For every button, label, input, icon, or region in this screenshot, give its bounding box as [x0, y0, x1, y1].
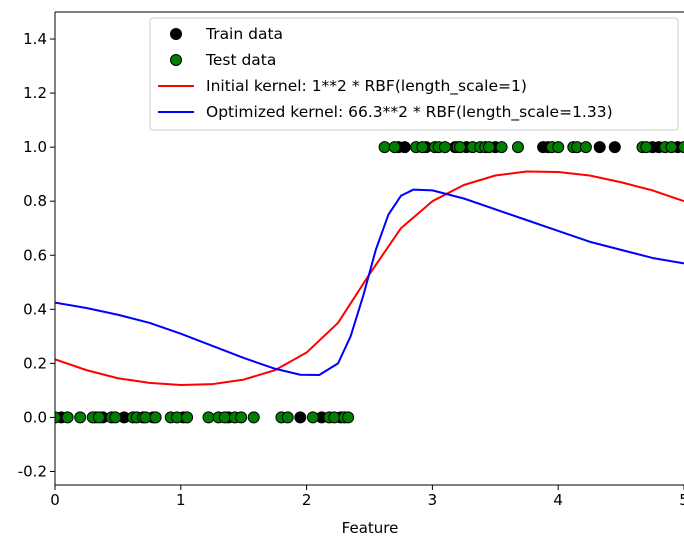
scatter-point-s2-28 — [342, 411, 355, 424]
y-tick-label-1: 0.0 — [23, 408, 47, 426]
x-tick-label-4: 4 — [553, 491, 563, 509]
series-line-2 — [55, 188, 684, 376]
legend-label-3: Initial kernel: 1**2 * RBF(length_scale=… — [206, 77, 527, 96]
y-tick-label-4: 0.6 — [23, 246, 47, 264]
scatter-point-s2-7 — [109, 411, 122, 424]
scatter-point-s2-45 — [552, 141, 565, 154]
axes: 0 1 2 3 4 5 -0.2 0.0 0.2 0.4 0.6 0.8 1.0 1.2 1.4 — [18, 11, 684, 509]
scatter-point-s2-5 — [93, 411, 106, 424]
scatter-point-s2-20 — [235, 411, 248, 424]
scatter-point-s2-14 — [171, 411, 184, 424]
scatter-point-s1-19 — [593, 141, 606, 154]
x-tick-label-3: 3 — [428, 491, 438, 509]
legend-marker-1 — [170, 28, 182, 40]
scatter-point-s2-12 — [149, 411, 162, 424]
scatter-point-s2-50 — [640, 141, 653, 154]
scatter-point-s2-41 — [483, 141, 496, 154]
scatter-point-s1-12 — [398, 141, 411, 154]
scatter-point-s2-35 — [438, 141, 451, 154]
scatter-point-s2-1 — [55, 411, 61, 424]
legend-marker-2 — [170, 54, 182, 66]
scatter-point-s2-42 — [495, 141, 508, 154]
scatter-point-s1-8 — [294, 411, 307, 424]
x-tick-label-0: 0 — [50, 491, 60, 509]
legend-label-4: Optimized kernel: 66.3**2 * RBF(length_s… — [206, 103, 613, 122]
x-tick-label-1: 1 — [176, 491, 186, 509]
scatter-point-s2-11 — [139, 411, 152, 424]
y-tick-label-5: 0.8 — [23, 192, 47, 210]
scatter-point-s2-37 — [454, 141, 467, 154]
scatter-point-s2-43 — [511, 141, 524, 154]
scatter-point-s2-52 — [665, 141, 678, 154]
legend: Train data Test data Initial kernel: 1**2 … — [149, 17, 679, 131]
scatter-point-s2-16 — [202, 411, 215, 424]
scatter-point-s2-53 — [678, 141, 684, 154]
series-line-1 — [55, 170, 684, 386]
scatter-point-s2-32 — [416, 141, 429, 154]
scatter-point-s1-20 — [608, 141, 621, 154]
scatter-point-s2-15 — [181, 411, 194, 424]
scatter-point-s2-48 — [579, 141, 592, 154]
x-tick-label-5: 5 — [679, 491, 684, 509]
scatter-point-s2-30 — [388, 141, 401, 154]
legend-label-2: Test data — [205, 51, 276, 69]
y-tick-label-7: 1.2 — [23, 84, 47, 102]
scatter-point-s2-3 — [74, 411, 87, 424]
y-tick-label-3: 0.4 — [23, 300, 47, 318]
y-tick-label-8: 1.4 — [23, 30, 47, 48]
y-tick-label-6: 1.0 — [23, 138, 47, 156]
scatter-point-s2-21 — [247, 411, 260, 424]
x-axis-label: Feature — [342, 519, 399, 537]
scatter-point-s2-18 — [218, 411, 231, 424]
scatter-point-s2-23 — [281, 411, 294, 424]
legend-label-1: Train data — [205, 25, 283, 43]
y-tick-label-2: 0.2 — [23, 354, 47, 372]
legend-box — [149, 17, 679, 131]
scatter-point-s2-26 — [328, 411, 341, 424]
scatter-point-s2-2 — [61, 411, 74, 424]
plot-area — [55, 141, 684, 424]
scatter-point-s2-24 — [306, 411, 319, 424]
y-tick-label-0: -0.2 — [18, 462, 47, 480]
scatter-point-s2-29 — [378, 141, 391, 154]
x-tick-label-2: 2 — [302, 491, 312, 509]
